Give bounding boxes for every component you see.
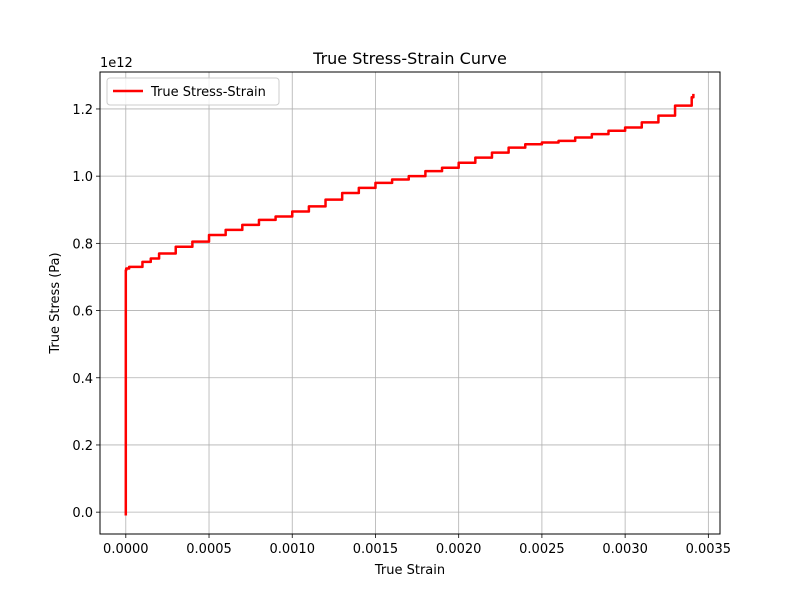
x-tick-label: 0.0000 xyxy=(103,542,149,557)
y-axis-offset-label: 1e12 xyxy=(100,56,133,71)
y-tick-label: 0.6 xyxy=(72,305,93,320)
y-axis-ticks: 0.0 0.2 0.4 0.6 0.8 1.0 1.2 xyxy=(72,103,100,521)
y-tick-label: 0.4 xyxy=(72,372,93,387)
series-line-true-stress-strain xyxy=(124,93,695,516)
y-axis-label: True Stress (Pa) xyxy=(48,252,63,354)
x-tick-label: 0.0010 xyxy=(269,542,315,557)
y-tick-label: 0.0 xyxy=(72,506,93,521)
legend: True Stress-Strain xyxy=(106,77,280,106)
x-tick-label: 0.0015 xyxy=(353,542,399,557)
y-tick-label: 1.2 xyxy=(72,103,93,118)
x-axis-label: True Strain xyxy=(374,563,445,578)
x-axis-ticks: 0.0000 0.0005 0.0010 0.0015 0.0020 0.0025 0.00… xyxy=(103,534,731,557)
plot-frame xyxy=(99,71,721,535)
y-tick-label: 1.0 xyxy=(72,170,93,185)
x-tick-label: 0.0030 xyxy=(602,542,648,557)
x-tick-label: 0.0035 xyxy=(686,542,732,557)
legend-box xyxy=(106,77,280,106)
x-tick-label: 0.0020 xyxy=(436,542,482,557)
x-tick-label: 0.0005 xyxy=(186,542,232,557)
y-tick-label: 0.8 xyxy=(72,237,93,252)
series-layer xyxy=(124,93,695,516)
chart-title: True Stress-Strain Curve xyxy=(312,49,507,68)
legend-label: True Stress-Strain xyxy=(150,85,266,100)
y-tick-label: 0.2 xyxy=(72,439,93,454)
grid-lines xyxy=(100,72,720,534)
x-tick-label: 0.0025 xyxy=(519,542,565,557)
